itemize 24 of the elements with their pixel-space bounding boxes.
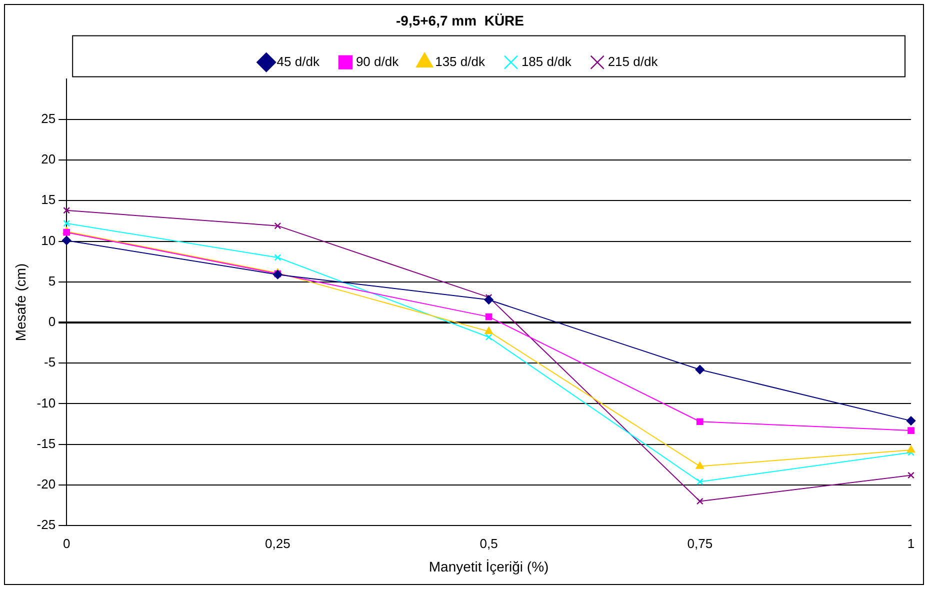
y-tick-label: -5 [44,354,56,370]
y-tick-label: -15 [36,436,56,451]
x-tick-label: 0 [62,536,70,551]
legend-label: 135 d/dk [435,54,486,69]
y-tick-label: 0 [48,314,56,330]
chart-title: -9,5+6,7 mm KÜRE [396,12,524,28]
x-tick-label: 0,25 [265,536,290,551]
y-tick-label: 25 [41,110,56,126]
y-tick-label: 15 [41,192,56,208]
legend-label: 215 d/dk [608,54,658,69]
legend-label: 185 d/dk [521,54,572,69]
y-axis-title: Mesafe (cm) [12,263,28,342]
y-tick-label: -10 [36,395,56,410]
legend-label: 45 d/dk [276,54,320,69]
legend-label: 90 d/dk [356,54,400,69]
y-tick-label: -25 [36,517,56,532]
x-tick-label: 0,5 [480,536,498,551]
x-tick-label: 1 [907,536,915,551]
y-tick-label: -20 [36,476,56,492]
x-tick-label: 0,75 [687,536,713,551]
y-tick-label: 20 [41,152,56,167]
y-tick-label: 5 [48,273,56,288]
x-axis-title: Manyetit İçeriği (%) [428,558,549,574]
y-tick-label: 10 [41,232,56,248]
